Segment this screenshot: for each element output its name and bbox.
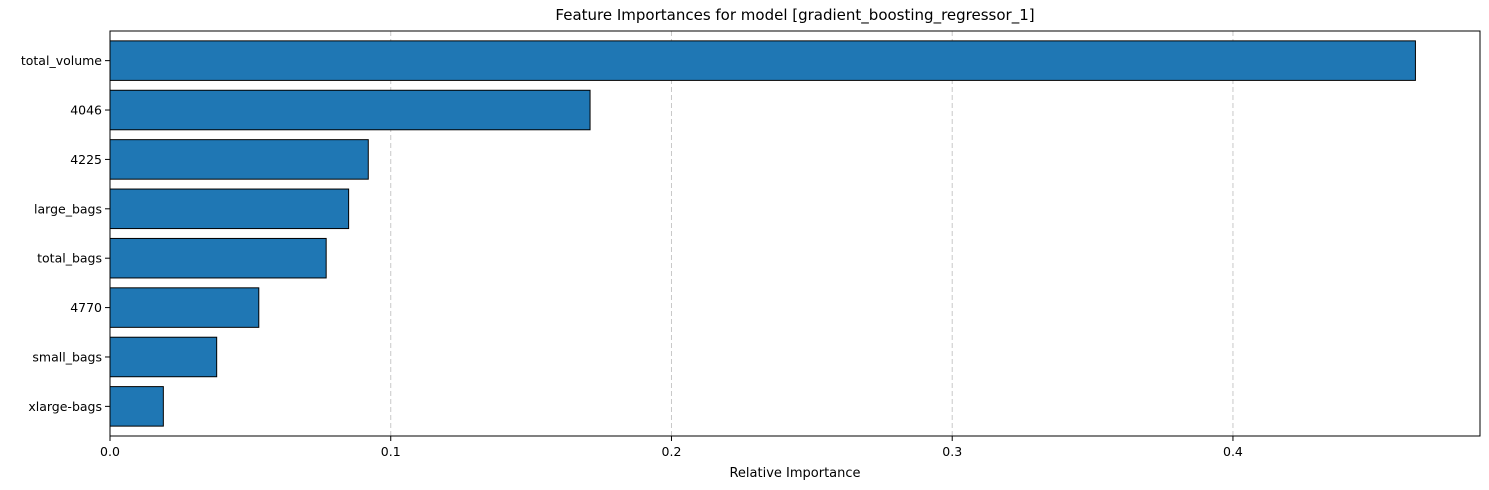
y-tick-label: total_volume [21,53,102,68]
x-tick-label: 0.3 [942,444,962,459]
y-tick-label: 4046 [70,103,102,118]
bar-total_volume [109,40,1416,81]
x-axis: 0.0 0.1 0.2 0.3 0.4 [100,436,1243,459]
y-tick-label: total_bags [37,251,102,266]
x-tick-label: 0.0 [100,444,120,459]
bar-4770 [109,287,260,328]
bar-small_bags [109,336,218,378]
bar-xlarge-bags [109,386,164,427]
bar-4225 [109,139,369,180]
plot-frame [109,30,1481,437]
y-axis: total_volume 4046 4225 large_bags total_bags… [21,53,110,414]
grid-layer [390,31,1234,436]
bar-4046 [109,89,591,131]
y-tick-label: 4225 [70,152,102,167]
x-tick-label: 0.1 [381,444,401,459]
y-tick-label: large_bags [34,201,102,216]
bars-layer [109,40,1416,427]
y-tick-label: small_bags [32,349,102,364]
bar-large_bags [109,188,350,230]
y-tick-label: 4770 [70,300,102,315]
y-tick-label: xlarge-bags [28,399,102,414]
bar-total_bags [109,237,327,279]
chart-title: Feature Importances for model [gradient_… [555,6,1034,25]
x-tick-label: 0.4 [1223,444,1243,459]
x-axis-label: Relative Importance [729,466,860,481]
x-tick-label: 0.2 [662,444,682,459]
